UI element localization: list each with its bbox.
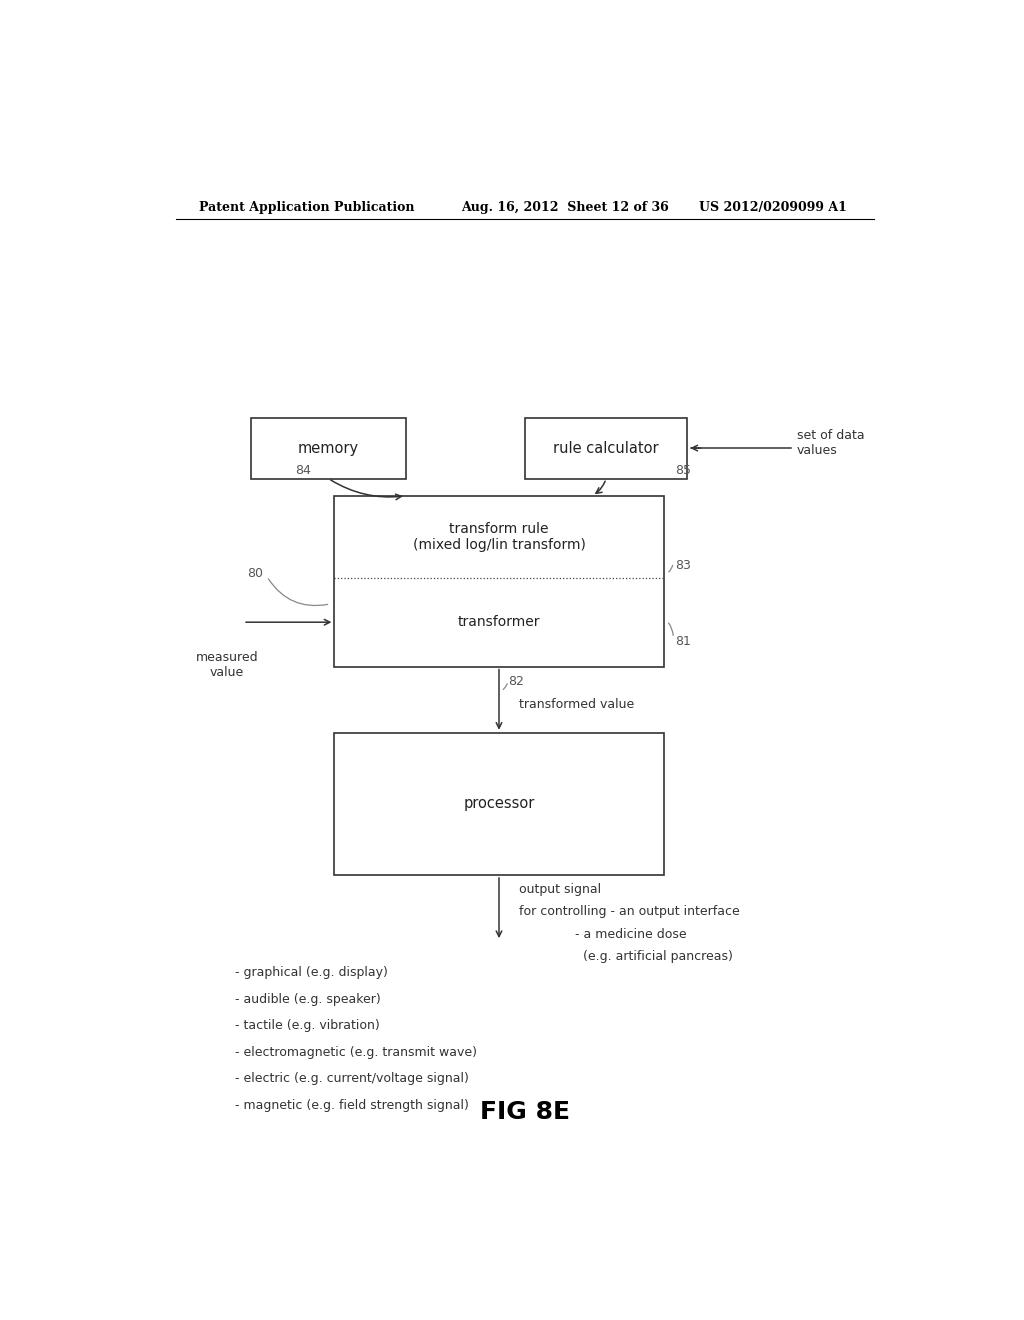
Text: - tactile (e.g. vibration): - tactile (e.g. vibration) (236, 1019, 380, 1032)
Text: transform rule
(mixed log/lin transform): transform rule (mixed log/lin transform) (413, 521, 586, 552)
Text: measured
value: measured value (196, 651, 258, 678)
FancyBboxPatch shape (334, 733, 664, 875)
Text: Patent Application Publication: Patent Application Publication (200, 201, 415, 214)
Text: for controlling - an output interface: for controlling - an output interface (519, 906, 739, 919)
FancyBboxPatch shape (524, 417, 687, 479)
Text: processor: processor (463, 796, 535, 812)
Text: memory: memory (298, 441, 359, 455)
Text: output signal: output signal (519, 883, 601, 896)
Text: Aug. 16, 2012  Sheet 12 of 36: Aug. 16, 2012 Sheet 12 of 36 (461, 201, 669, 214)
Text: 85: 85 (676, 463, 691, 477)
Text: transformed value: transformed value (519, 698, 634, 711)
Text: - a medicine dose: - a medicine dose (519, 928, 686, 941)
Text: 83: 83 (676, 560, 691, 572)
Text: 81: 81 (676, 635, 691, 648)
Text: - electric (e.g. current/voltage signal): - electric (e.g. current/voltage signal) (236, 1072, 469, 1085)
Text: - electromagnetic (e.g. transmit wave): - electromagnetic (e.g. transmit wave) (236, 1045, 477, 1059)
Text: rule calculator: rule calculator (553, 441, 659, 455)
FancyBboxPatch shape (334, 496, 664, 667)
Text: transformer: transformer (458, 615, 541, 630)
FancyBboxPatch shape (251, 417, 406, 479)
Text: US 2012/0209099 A1: US 2012/0209099 A1 (699, 201, 847, 214)
Text: set of data
values: set of data values (797, 429, 864, 457)
Text: 80: 80 (247, 566, 263, 579)
Text: FIG 8E: FIG 8E (480, 1100, 569, 1123)
Text: 84: 84 (295, 463, 310, 477)
Text: 82: 82 (509, 675, 524, 688)
Text: - graphical (e.g. display): - graphical (e.g. display) (236, 966, 388, 979)
Text: - audible (e.g. speaker): - audible (e.g. speaker) (236, 993, 381, 1006)
Text: - magnetic (e.g. field strength signal): - magnetic (e.g. field strength signal) (236, 1098, 469, 1111)
Text: (e.g. artificial pancreas): (e.g. artificial pancreas) (519, 950, 733, 964)
